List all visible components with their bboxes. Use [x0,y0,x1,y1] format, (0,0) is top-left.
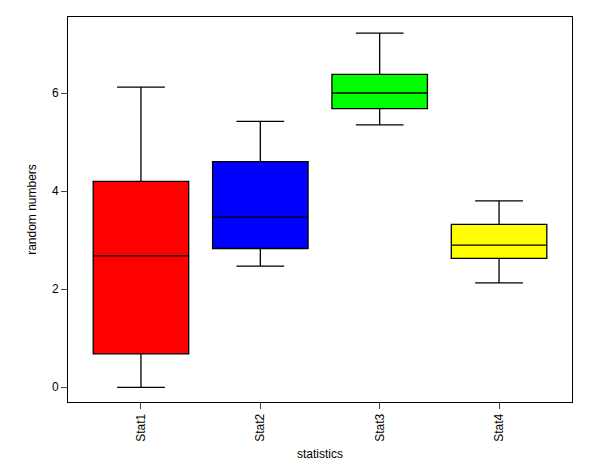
svg-text:0: 0 [52,380,59,394]
svg-text:Stat4: Stat4 [492,413,506,441]
svg-text:Stat1: Stat1 [134,413,148,441]
svg-text:2: 2 [52,282,59,296]
svg-text:Stat2: Stat2 [253,413,267,441]
svg-text:6: 6 [52,86,59,100]
svg-text:4: 4 [52,184,59,198]
svg-text:Stat3: Stat3 [373,413,387,441]
svg-text:statistics: statistics [297,447,343,461]
svg-text:random numbers: random numbers [25,164,39,255]
